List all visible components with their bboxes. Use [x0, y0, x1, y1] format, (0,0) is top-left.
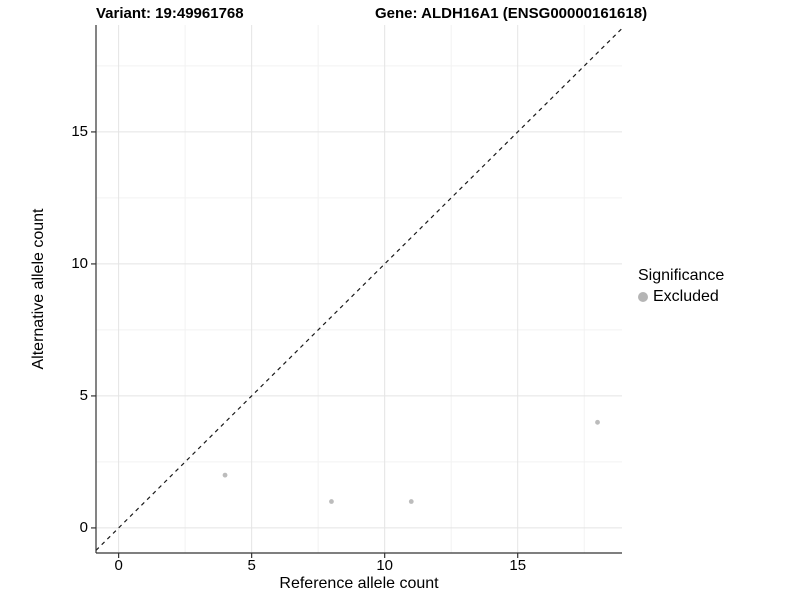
y-tick-label: 10	[71, 254, 88, 272]
x-axis-title: Reference allele count	[279, 575, 439, 592]
data-point	[408, 499, 414, 504]
y-tick-label: 15	[71, 122, 88, 140]
legend: Significance Excluded	[638, 266, 798, 306]
y-tick-label: 5	[79, 386, 88, 404]
plot-title-gene: Gene: ALDH16A1 (ENSG00000161618)	[375, 5, 648, 22]
data-point	[329, 499, 334, 504]
x-tick-label: 0	[114, 557, 123, 574]
y-axis-title: Alternative allele count	[30, 208, 47, 370]
legend-key-dot-icon	[638, 292, 648, 302]
x-tick-label: 15	[509, 557, 527, 574]
data-point	[222, 472, 228, 478]
legend-title: Significance	[638, 267, 725, 284]
identity-dashed-line	[95, 28, 623, 551]
x-tick-label: 5	[247, 557, 256, 574]
x-tick-label: 10	[376, 557, 394, 574]
data-point	[595, 419, 600, 425]
plot-title-variant: Variant: 19:49961768	[96, 5, 244, 22]
legend-entry-excluded: Excluded	[638, 288, 798, 306]
legend-entry-label: Excluded	[653, 288, 719, 305]
y-tick-label: 0	[79, 518, 88, 536]
